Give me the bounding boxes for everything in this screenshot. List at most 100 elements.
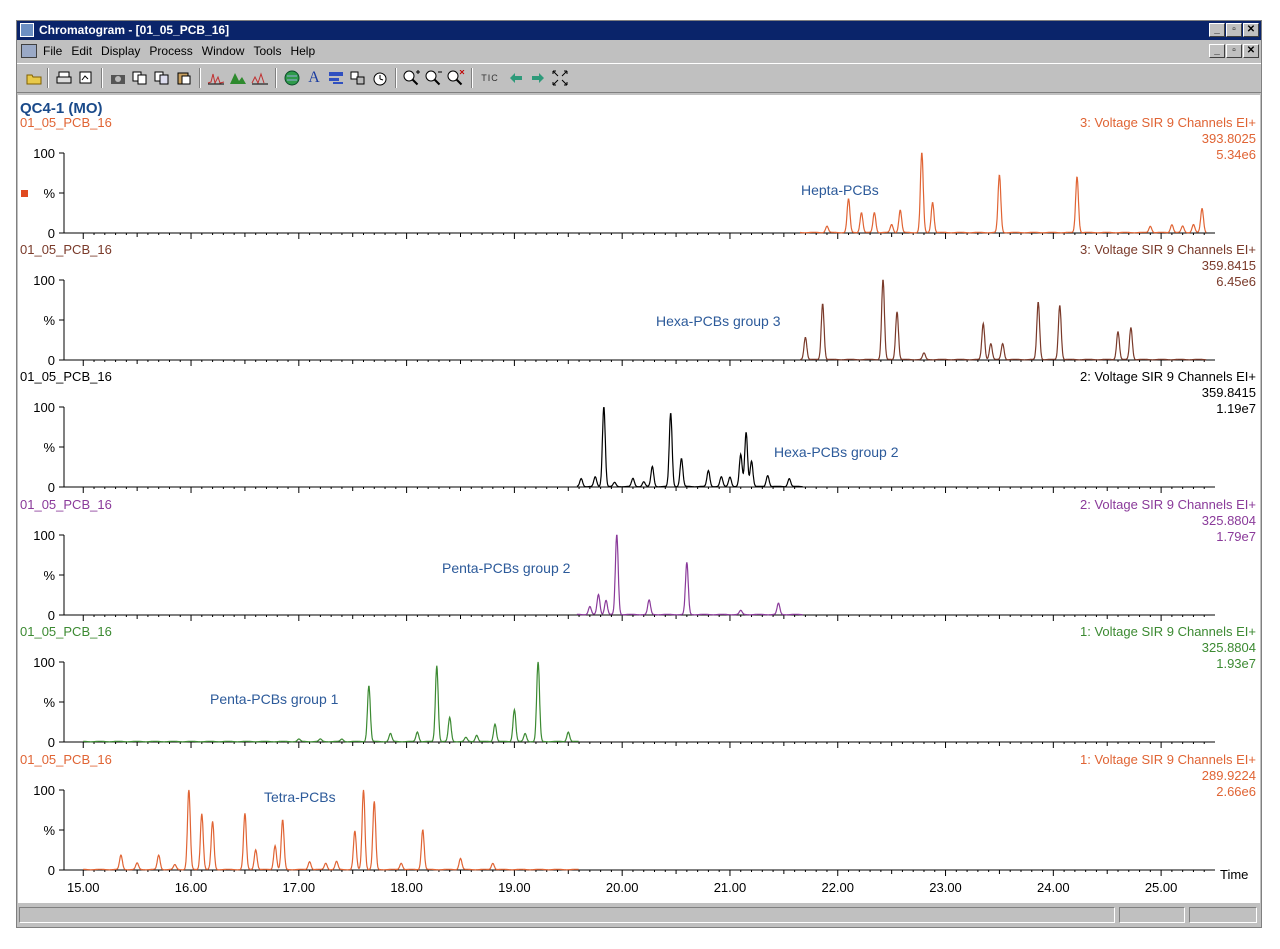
window-title: Chromatogram - [01_05_PCB_16] [39, 23, 230, 37]
sample-title: QC4-1 (MO) [20, 100, 103, 117]
trace-function: 2: Voltage SIR 9 Channels EI+ [1080, 497, 1256, 512]
y-tick-label-percent: % [43, 313, 55, 328]
peak-group-label: Hepta-PCBs [801, 182, 879, 198]
fit-all-icon[interactable] [551, 69, 569, 87]
trace-intensity: 1.19e7 [1216, 401, 1256, 416]
y-tick-label-percent: % [43, 568, 55, 583]
doc-close-button[interactable]: ✕ [1243, 44, 1259, 58]
doc-minimize-button[interactable]: _ [1209, 44, 1225, 58]
copy-list-icon[interactable] [153, 69, 171, 87]
restore-button[interactable]: ▫ [1226, 23, 1242, 37]
y-tick-label-0: 0 [48, 226, 55, 241]
menu-tools[interactable]: Tools [253, 44, 282, 58]
zoom-reset-icon[interactable] [447, 69, 465, 87]
peak-group-label: Hexa-PCBs group 2 [774, 444, 899, 460]
print-icon[interactable] [55, 69, 73, 87]
tic-button[interactable]: TIC [481, 73, 499, 83]
trace-mass: 289.9224 [1202, 768, 1256, 783]
x-tick-label: 18.00 [390, 880, 423, 895]
trace-line [800, 152, 1207, 234]
peak-group-label: Penta-PCBs group 1 [210, 691, 339, 707]
document-icon[interactable] [21, 44, 37, 58]
y-tick-label-100: 100 [33, 400, 55, 415]
y-tick-label-0: 0 [48, 735, 55, 750]
chromatogram-icon[interactable] [207, 69, 225, 87]
trace-intensity: 5.34e6 [1216, 147, 1256, 162]
camera-icon[interactable] [109, 69, 127, 87]
y-tick-label-100: 100 [33, 528, 55, 543]
y-tick-label-percent: % [43, 695, 55, 710]
layout-icon[interactable] [327, 69, 345, 87]
doc-restore-button[interactable]: ▫ [1226, 44, 1242, 58]
trace-function: 3: Voltage SIR 9 Channels EI+ [1080, 115, 1256, 130]
x-tick-label: 24.00 [1037, 880, 1070, 895]
integrate-icon[interactable] [251, 69, 269, 87]
x-tick-label: 20.00 [606, 880, 639, 895]
status-bar [17, 905, 1261, 927]
menu-edit[interactable]: Edit [71, 44, 93, 58]
open-icon[interactable] [25, 69, 43, 87]
y-tick-label-100: 100 [33, 655, 55, 670]
trace-filename: 01_05_PCB_16 [20, 624, 112, 639]
status-panel-2 [1189, 907, 1257, 923]
close-button[interactable]: ✕ [1243, 23, 1259, 37]
trace-filename: 01_05_PCB_16 [20, 497, 112, 512]
y-tick-label-0: 0 [48, 608, 55, 623]
x-tick-label: 22.00 [821, 880, 854, 895]
globe-icon[interactable] [283, 69, 301, 87]
trace-mass: 325.8804 [1202, 513, 1256, 528]
trace-line [576, 407, 803, 488]
trace-function: 2: Voltage SIR 9 Channels EI+ [1080, 369, 1256, 384]
menu-window[interactable]: Window [201, 44, 245, 58]
y-tick-label-percent: % [43, 440, 55, 455]
peak-group-label: Tetra-PCBs [264, 789, 336, 805]
menu-bar: File Edit Display Process Window Tools H… [17, 41, 1261, 61]
status-panel-main [19, 907, 1115, 923]
chromatogram-window: Chromatogram - [01_05_PCB_16] _ ▫ ✕ File… [16, 20, 1262, 928]
trace-mass: 359.8415 [1202, 258, 1256, 273]
arrow-left-icon[interactable] [507, 69, 525, 87]
clock-icon[interactable] [371, 69, 389, 87]
y-tick-label-0: 0 [48, 353, 55, 368]
y-tick-label-percent: % [43, 186, 55, 201]
zoom-out-icon[interactable] [425, 69, 443, 87]
y-tick-label-100: 100 [33, 273, 55, 288]
print-preview-icon[interactable] [77, 69, 95, 87]
x-tick-label: 15.00 [67, 880, 100, 895]
copy-icon[interactable] [131, 69, 149, 87]
x-tick-label: 21.00 [714, 880, 747, 895]
trace-intensity: 1.93e7 [1216, 656, 1256, 671]
arrow-right-icon[interactable] [529, 69, 547, 87]
trace-filename: 01_05_PCB_16 [20, 242, 112, 257]
trace-mass: 393.8025 [1202, 131, 1256, 146]
y-tick-label-0: 0 [48, 480, 55, 495]
trace-function: 1: Voltage SIR 9 Channels EI+ [1080, 624, 1256, 639]
trace-filename: 01_05_PCB_16 [20, 752, 112, 767]
trace-line [83, 661, 579, 743]
menu-help[interactable]: Help [290, 44, 316, 58]
text-label-icon[interactable]: A [308, 69, 320, 86]
trace-intensity: 1.79e7 [1216, 529, 1256, 544]
y-tick-label-percent: % [43, 823, 55, 838]
y-tick-label-100: 100 [33, 146, 55, 161]
peak-group-label: Hexa-PCBs group 3 [656, 313, 781, 329]
x-tick-label: 23.00 [929, 880, 962, 895]
peak-icon[interactable] [229, 69, 247, 87]
menu-process[interactable]: Process [149, 44, 193, 58]
menu-file[interactable]: File [43, 44, 63, 58]
chromatogram-chart: QC4-1 (MO) 01_05_PCB_16 3: Voltage SIR 9 C… [20, 100, 1256, 895]
zoom-in-icon[interactable] [403, 69, 421, 87]
y-tick-label-100: 100 [33, 783, 55, 798]
trace-intensity: 6.45e6 [1216, 274, 1256, 289]
combine-icon[interactable] [349, 69, 367, 87]
y-tick-label-0: 0 [48, 863, 55, 878]
paste-icon[interactable] [175, 69, 193, 87]
menu-display[interactable]: Display [101, 44, 141, 58]
minimize-button[interactable]: _ [1209, 23, 1225, 37]
trace-line [576, 534, 803, 616]
trace-function: 3: Voltage SIR 9 Channels EI+ [1080, 242, 1256, 257]
title-bar[interactable]: Chromatogram - [01_05_PCB_16] _ ▫ ✕ [17, 21, 1261, 40]
app-icon[interactable] [20, 23, 34, 37]
trace-mass: 325.8804 [1202, 640, 1256, 655]
trace-filename: 01_05_PCB_16 [20, 369, 112, 384]
